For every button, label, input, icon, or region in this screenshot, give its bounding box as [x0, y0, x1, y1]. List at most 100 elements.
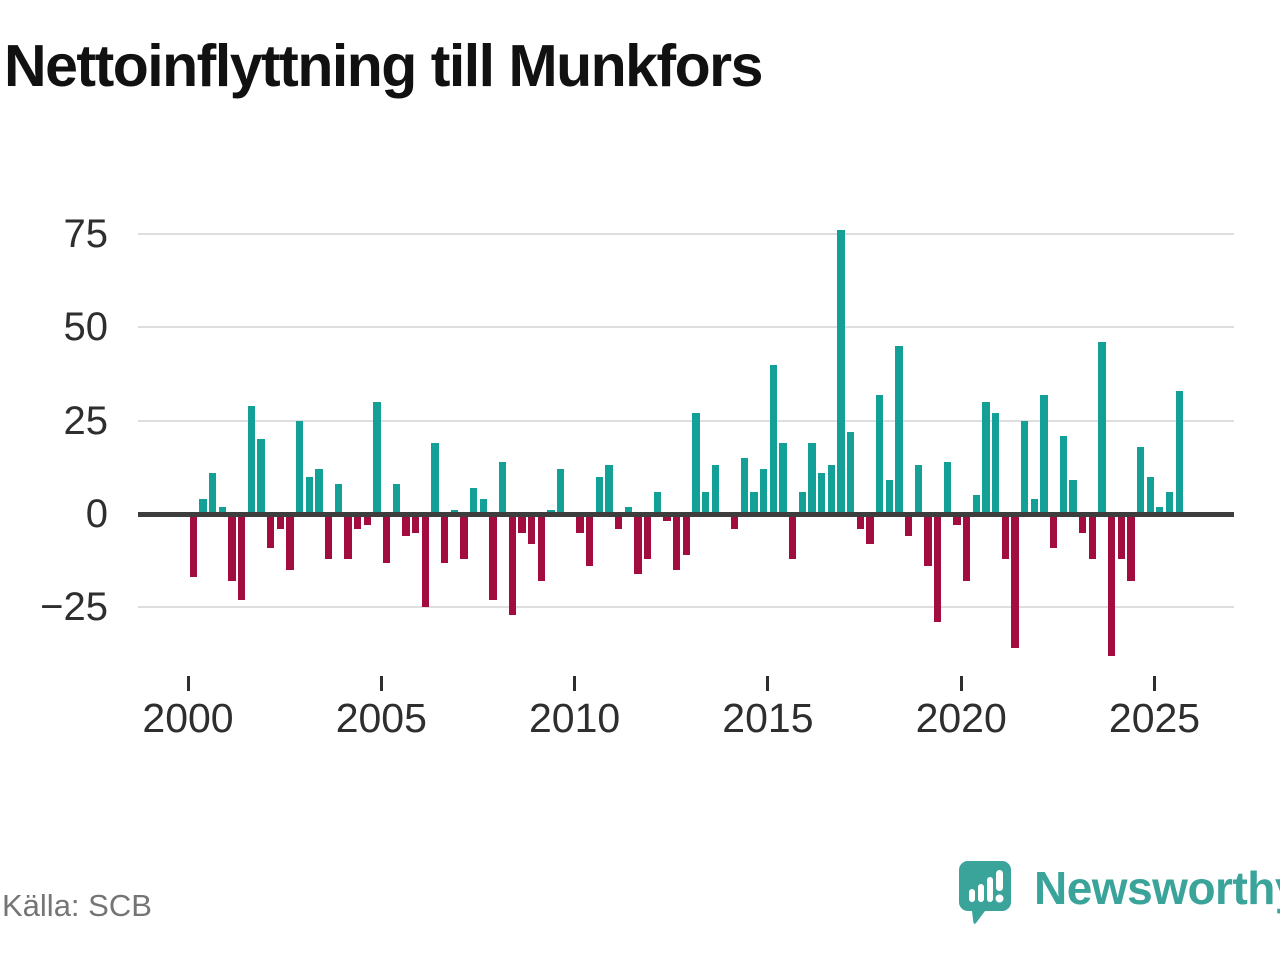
bar [537, 514, 545, 582]
bar [759, 469, 768, 514]
bar [1146, 476, 1154, 514]
bar [1049, 514, 1058, 548]
gridline [138, 326, 1234, 329]
bar [895, 346, 903, 514]
bar [247, 405, 256, 514]
bar [528, 514, 536, 544]
bar [798, 491, 806, 514]
bar [383, 514, 391, 563]
bar [199, 499, 207, 514]
bar [663, 514, 671, 522]
bar [1020, 420, 1029, 514]
x-axis-tick [186, 676, 190, 691]
bar [634, 514, 642, 574]
bar [238, 514, 246, 600]
bar [1078, 514, 1087, 533]
bar [267, 514, 275, 548]
bar [711, 465, 719, 514]
bar [1127, 514, 1135, 582]
bar [595, 476, 603, 514]
bar [470, 487, 478, 514]
bar [943, 461, 951, 514]
x-axis-tick [766, 676, 770, 691]
bar [412, 514, 420, 533]
bar [325, 514, 333, 559]
bar [701, 491, 710, 514]
bar [421, 514, 430, 608]
bar [972, 495, 980, 514]
bar [991, 413, 1000, 514]
plot-area: 75 50 25 0 −25 2000 2005 2010 2015 2020 2025 [40, 214, 1234, 739]
x-axis-tick-label: 2025 [1108, 695, 1201, 741]
bar [508, 514, 516, 615]
bar [257, 439, 265, 514]
bar [605, 465, 613, 514]
bar [518, 514, 526, 533]
bar [624, 506, 632, 514]
bar [296, 420, 304, 514]
bar [1030, 499, 1038, 514]
bar [1165, 491, 1174, 514]
newsworthy-logo-text: Newsworthy [1034, 862, 1280, 914]
bar [837, 230, 845, 514]
bar [1040, 394, 1048, 514]
y-axis-tick-label: 25 [63, 398, 109, 443]
bar [914, 465, 922, 514]
bar [286, 514, 294, 570]
bar [827, 465, 835, 514]
newsworthy-logo-icon [959, 861, 1011, 924]
y-axis-tick-label: −25 [40, 585, 108, 630]
bar [692, 413, 700, 514]
bar [1156, 506, 1164, 514]
bar [1136, 446, 1145, 514]
bar [228, 514, 236, 582]
chart-title: Nettoinflyttning till Munkfors [4, 33, 763, 99]
bar [808, 443, 816, 514]
gridline [138, 419, 1234, 422]
bar [354, 514, 362, 529]
bar [1001, 514, 1009, 559]
bar [866, 514, 874, 544]
bar [305, 476, 314, 514]
gridline [138, 606, 1234, 609]
bar [615, 514, 623, 529]
bar [682, 514, 690, 556]
source-note: Källa: SCB [2, 888, 152, 923]
bar [982, 402, 990, 514]
bar [499, 461, 507, 514]
bar [576, 514, 584, 533]
bar [750, 491, 758, 514]
bar [209, 472, 217, 514]
bar [460, 514, 468, 559]
bar [769, 364, 777, 514]
bar [904, 514, 913, 537]
bar [644, 514, 652, 559]
zero-line [138, 511, 1234, 517]
x-axis-tick-label: 2015 [722, 695, 814, 741]
bar [334, 484, 343, 514]
x-axis-tick-label: 2010 [528, 695, 621, 741]
bar [557, 469, 565, 514]
bar [924, 514, 932, 567]
bar [1098, 342, 1106, 514]
bar [344, 514, 352, 559]
bar [586, 514, 594, 567]
bar [276, 514, 285, 529]
bar [315, 469, 323, 514]
bar [730, 514, 739, 529]
bar [885, 480, 893, 514]
bar [218, 506, 227, 514]
bar [441, 514, 449, 563]
bar [402, 514, 410, 537]
bar [856, 514, 864, 529]
bar [740, 458, 748, 514]
x-axis-tick [379, 676, 383, 691]
bar [875, 394, 884, 514]
gridline [138, 233, 1234, 236]
bar [846, 431, 855, 514]
x-axis-tick [959, 676, 963, 691]
x-axis-tick [573, 676, 577, 691]
bar [953, 514, 961, 526]
x-axis-tick-label: 2005 [335, 695, 427, 741]
bar [1011, 514, 1019, 649]
